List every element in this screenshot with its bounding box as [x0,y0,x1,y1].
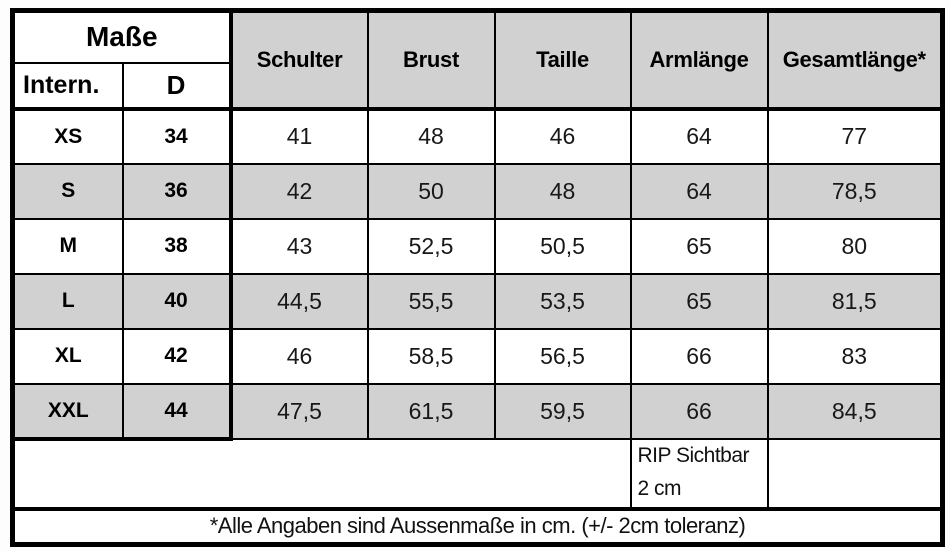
header-row-sub: Intern. D [11,61,943,111]
rip-note-cell: RIP Sichtbar 2 cm [629,437,769,510]
footer-row: *Alle Angaben sind Aussenmaße in cm. (+/… [11,506,944,546]
value-schulter: 42 [229,162,369,220]
subheader-intern: Intern. [11,61,124,111]
size-d: 38 [121,217,233,275]
size-d: 40 [121,272,233,330]
value-armlaenge: 65 [629,217,769,275]
value-taille: 53,5 [493,272,632,330]
table-row-xs: XS 34 41 48 46 64 77 [11,107,944,165]
table-title: Maße [11,9,233,64]
size-d: 44 [121,382,233,441]
value-brust: 50 [366,162,496,220]
value-gesamtlaenge: 80 [766,217,944,275]
value-schulter: 43 [229,217,369,275]
footer-note: *Alle Angaben sind Aussenmaße in cm. (+/… [11,506,944,546]
value-taille: 50,5 [493,217,632,275]
value-brust: 61,5 [366,382,496,440]
size-label: XXL [11,382,124,441]
rip-note-line2: 2 cm [637,477,682,500]
value-brust: 48 [366,107,496,165]
value-gesamtlaenge: 84,5 [766,382,944,440]
column-header-gesamtlaenge: Gesamtlänge* [766,9,944,111]
size-d: 42 [121,327,233,385]
table-row-xxl: XXL 44 47,5 61,5 59,5 66 84,5 [11,382,944,441]
value-gesamtlaenge: 78,5 [766,162,944,220]
size-label: XS [11,107,124,165]
value-armlaenge: 66 [629,327,769,385]
note-row-empty-left [11,437,632,510]
size-label: XL [11,327,124,385]
size-d: 34 [121,107,233,165]
value-gesamtlaenge: 77 [766,107,944,165]
value-schulter: 46 [229,327,369,385]
value-gesamtlaenge: 83 [766,327,944,385]
column-header-brust: Brust [366,9,496,111]
value-taille: 56,5 [493,327,632,385]
value-schulter: 47,5 [229,382,369,440]
value-armlaenge: 65 [629,272,769,330]
value-armlaenge: 66 [629,382,769,440]
size-label: S [11,162,124,220]
table-row-l: L 40 44,5 55,5 53,5 65 81,5 [11,272,944,330]
note-row: RIP Sichtbar 2 cm [11,437,944,510]
column-header-schulter: Schulter [229,9,369,111]
table-row-m: M 38 43 52,5 50,5 65 80 [11,217,944,275]
subheader-d: D [121,61,233,111]
size-d: 36 [121,162,233,220]
size-chart-table: Maße Schulter Brust Taille Armlänge Gesa… [10,8,946,547]
value-armlaenge: 64 [629,162,769,220]
value-armlaenge: 64 [629,107,769,165]
note-row-empty-right [766,437,944,510]
value-taille: 46 [493,107,632,165]
value-brust: 58,5 [366,327,496,385]
table-row-xl: XL 42 46 58,5 56,5 66 83 [11,327,944,385]
header-row-top: Maße Schulter Brust Taille Armlänge Gesa… [11,9,944,111]
column-header-armlaenge: Armlänge [629,9,769,111]
value-schulter: 44,5 [229,272,369,330]
value-gesamtlaenge: 81,5 [766,272,944,330]
value-schulter: 41 [229,107,369,165]
size-label: M [11,217,124,275]
value-taille: 59,5 [493,382,632,440]
rip-note-line1: RIP Sichtbar [637,444,750,468]
value-brust: 55,5 [366,272,496,330]
value-taille: 48 [493,162,632,220]
value-brust: 52,5 [366,217,496,275]
size-label: L [11,272,124,330]
table-row-s: S 36 42 50 48 64 78,5 [11,162,944,220]
column-header-taille: Taille [493,9,632,111]
